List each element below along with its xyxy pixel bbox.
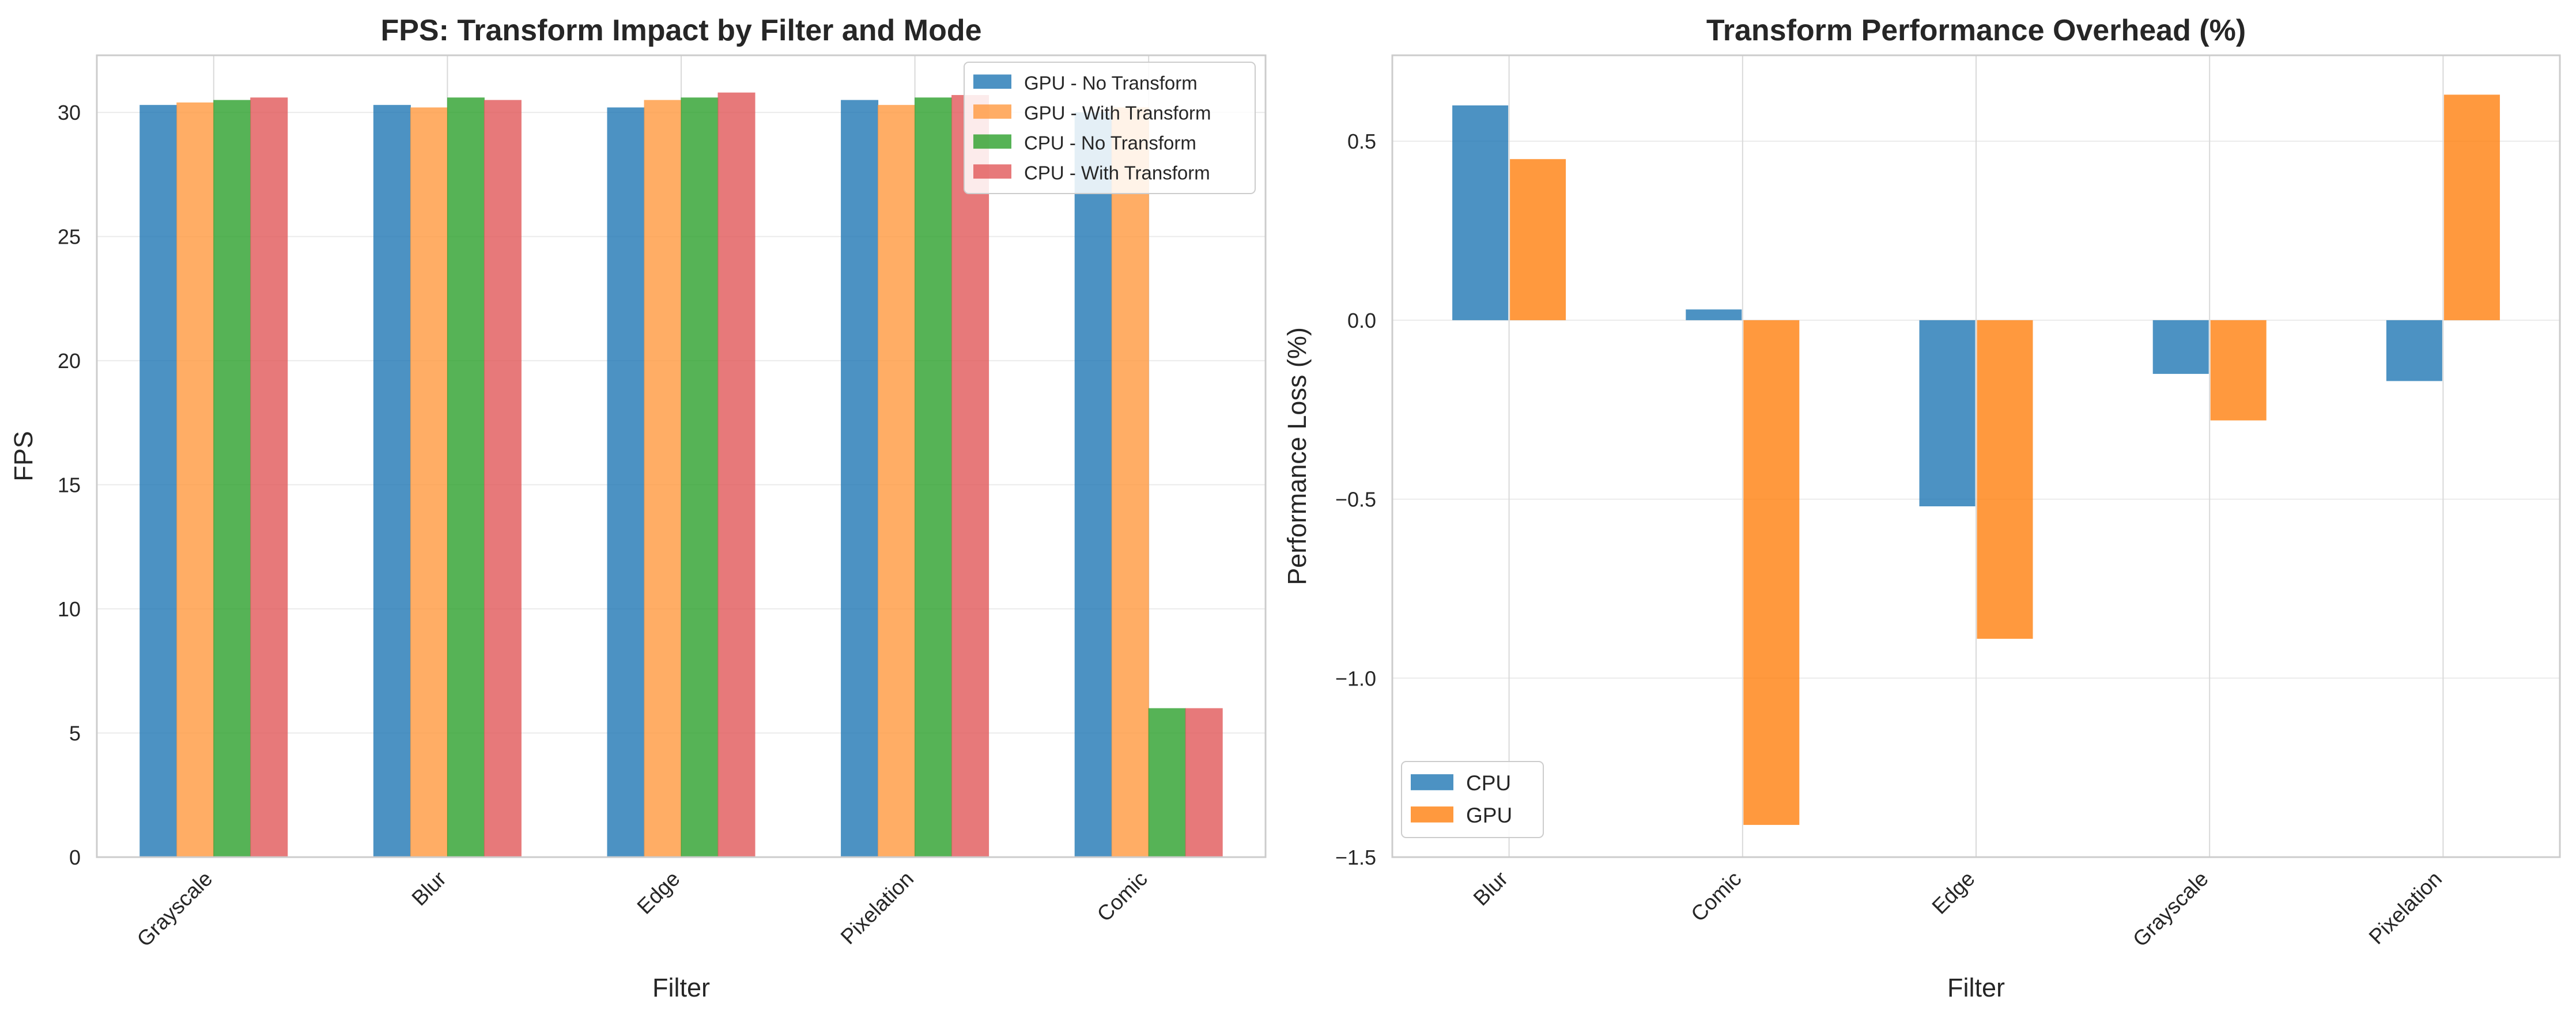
y-tick-label: 0 [69,846,81,869]
legend-swatch-cpu [1411,774,1453,790]
bar-gpu-edge [1977,320,2033,639]
bar-gpu-no-transform-edge [607,107,645,857]
bar-gpu-with-transform-edge [644,100,682,857]
y-tick-label: 25 [58,225,81,249]
legend: CPU GPU [1401,761,1544,838]
y-tick-label: −1.5 [1335,846,1376,869]
chart-title: Transform Performance Overhead (%) [1706,14,2246,47]
bar-gpu-with-transform-comic [1111,107,1149,857]
legend-swatch-cpu-no-transform [973,134,1011,149]
bar-cpu-blur [1452,105,1509,320]
bar-gpu-comic [1743,320,1800,825]
y-tick-label: 5 [69,722,81,745]
bar-cpu-edge [1919,320,1976,506]
legend-label-cpu-no-transform: CPU - No Transform [1024,132,1196,153]
legend-label-cpu-with-transform: CPU - With Transform [1024,162,1210,183]
bar-cpu-no-transform-edge [681,97,719,857]
legend-label-cpu: CPU [1466,771,1511,795]
axes-frame [1391,54,2561,858]
y-axis-label: Performance Loss (%) [1282,327,1312,585]
x-tick-label: Edge [1928,867,1980,919]
bar-gpu-no-transform-comic [1074,112,1112,858]
bar-cpu-grayscale [2152,320,2209,374]
y-tick-label: 15 [58,473,81,497]
bar-cpu-no-transform-comic [1148,708,1186,857]
legend-label-gpu-with-transform: GPU - With Transform [1024,102,1211,123]
x-tick-label: Pixelation [836,867,918,949]
x-tick-label: Pixelation [2365,867,2446,949]
x-tick-label: Blur [1469,867,1513,911]
bar-cpu-with-transform-blur [484,100,522,857]
bar-gpu-pixelation [2443,94,2500,320]
y-tick-label: 10 [58,597,81,621]
legend-label-gpu-no-transform: GPU - No Transform [1024,72,1198,93]
y-tick-label: −0.5 [1335,488,1376,512]
x-tick-label: Blur [407,867,451,911]
chart-panel-1: 0 5 10 15 20 25 30 Grayscale Blur Edge Pixelation C… [9,14,1267,1002]
legend-swatch-gpu-with-transform [973,104,1011,119]
bar-cpu-with-transform-pixelation [951,94,989,857]
bar-gpu-blur [1510,159,1566,320]
bar-gpu-with-transform-pixelation [878,105,916,858]
bar-gpu-no-transform-blur [373,105,411,858]
chart-title: FPS: Transform Impact by Filter and Mode [380,14,981,47]
chart-panel-2: −1.5 −1.0 −0.5 0.0 0.5 Blur Comic Edge Grayscale… [1282,14,2561,1002]
bar-gpu-with-transform-grayscale [176,102,214,858]
legend-box [964,62,1256,194]
x-axis-label: Filter [1947,973,2005,1002]
bar-cpu-pixelation [2386,320,2442,381]
legend-swatch-cpu-with-transform [973,164,1011,179]
legend-swatch-gpu-no-transform [973,74,1011,89]
x-tick-label: Grayscale [2128,867,2213,952]
bar-cpu-no-transform-pixelation [915,97,953,857]
y-tick-label: 0.0 [1347,309,1376,332]
legend-label-gpu: GPU [1466,804,1512,827]
x-axis-label: Filter [652,973,710,1002]
x-tick-label: Edge [633,867,685,919]
bar-cpu-with-transform-comic [1185,708,1223,857]
x-tick-label: Comic [1093,867,1152,926]
bar-cpu-comic [1686,309,1742,320]
y-tick-label: 0.5 [1347,130,1376,153]
y-tick-label: −1.0 [1335,666,1376,690]
bar-gpu-no-transform-grayscale [139,105,177,858]
bar-cpu-with-transform-edge [717,92,756,858]
x-tick-label: Comic [1686,867,1746,926]
axes-frame [96,54,1267,858]
legend-swatch-gpu [1411,806,1453,823]
y-axis-label: FPS [9,431,38,482]
bar-cpu-no-transform-grayscale [213,100,251,857]
bar-gpu-grayscale [2210,320,2267,421]
legend: GPU - No Transform GPU - With Transform CP… [964,62,1256,194]
x-tick-label: Grayscale [133,867,217,952]
bar-gpu-with-transform-blur [410,107,448,857]
bar-gpu-no-transform-pixelation [841,100,879,857]
y-tick-label: 20 [58,349,81,373]
bar-cpu-no-transform-blur [447,97,485,857]
y-tick-label: 30 [58,101,81,124]
bar-cpu-with-transform-grayscale [250,97,288,857]
